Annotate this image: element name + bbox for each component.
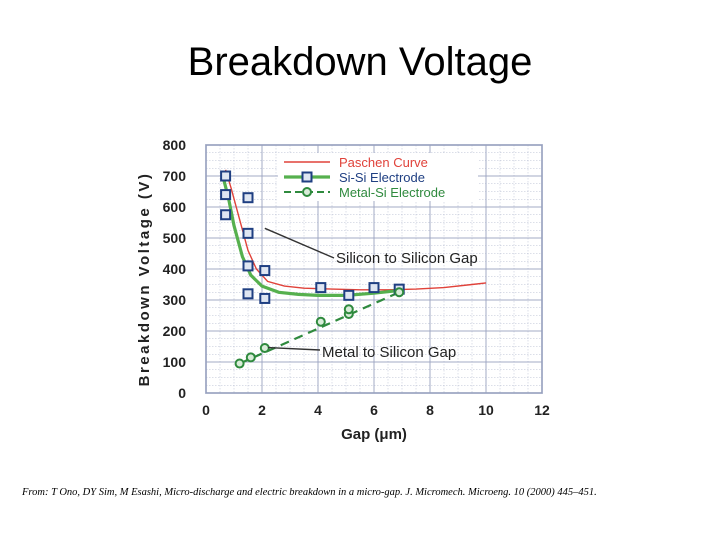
si-si-data-point: [368, 282, 380, 294]
si-si-data-point: [259, 292, 271, 304]
y-tick-label: 200: [163, 323, 187, 339]
si-si-data-point: [315, 282, 327, 294]
legend-paschen-label: Paschen Curve: [339, 155, 428, 170]
si-si-data-point: [343, 289, 355, 301]
y-tick-label: 300: [163, 292, 187, 308]
x-tick-label: 0: [202, 402, 210, 418]
legend-metal-si-label: Metal-Si Electrode: [339, 185, 445, 200]
y-tick-label: 400: [163, 261, 187, 277]
y-tick-label: 100: [163, 354, 187, 370]
y-axis-title: Breakdown Voltage (V): [136, 172, 153, 387]
annotation-metal-si-arrow: [267, 346, 321, 351]
si-si-data-point: [242, 227, 254, 239]
si-si-data-point: [242, 192, 254, 204]
x-axis-title: Gap (μm): [341, 426, 407, 443]
annotation-metal-si-label: Metal to Silicon Gap: [322, 344, 456, 361]
si-si-data-point: [242, 288, 254, 300]
breakdown-voltage-chart: 0 2 4 6 8 10 12 0 100 200 300 400 500 600 700 800 Pasch…: [136, 137, 550, 443]
legend-si-si-marker: [301, 171, 313, 183]
y-tick-label: 800: [163, 137, 187, 153]
legend-metal-si-marker: [302, 187, 312, 197]
si-si-data-point: [220, 170, 232, 182]
si-si-data-point: [242, 260, 254, 272]
x-tick-label: 4: [314, 402, 322, 418]
x-tick-label: 8: [426, 402, 434, 418]
y-tick-label: 600: [163, 199, 187, 215]
annotation-si-si-label: Silicon to Silicon Gap: [336, 250, 478, 267]
chart-legend: Paschen Curve Si-Si Electrode Metal-Si E…: [278, 153, 478, 201]
si-si-data-point: [220, 209, 232, 221]
metal-si-data-point: [259, 343, 270, 354]
legend-si-si-label: Si-Si Electrode: [339, 170, 425, 185]
si-si-data-point: [220, 189, 232, 201]
x-tick-label: 6: [370, 402, 378, 418]
annotation-si-si-arrow: [264, 227, 335, 259]
metal-si-data-point: [234, 358, 245, 369]
x-tick-label: 2: [258, 402, 266, 418]
x-tick-label: 10: [478, 402, 494, 418]
metal-si-data-point: [394, 287, 405, 298]
metal-si-data-point: [315, 316, 326, 327]
y-tick-label: 700: [163, 168, 187, 184]
metal-si-data-point: [343, 304, 354, 315]
x-tick-label: 12: [534, 402, 550, 418]
citation-text: From: T Ono, DY Sim, M Esashi, Micro-dis…: [22, 487, 597, 498]
si-si-data-point: [259, 265, 271, 277]
metal-si-data-point: [245, 352, 256, 363]
point-layer: [220, 170, 405, 369]
y-tick-label: 500: [163, 230, 187, 246]
annotation-layer: Silicon to Silicon Gap Metal to Silicon …: [264, 227, 478, 361]
tick-layer: 0 2 4 6 8 10 12 0 100 200 300 400 500 600 700 800: [163, 137, 550, 418]
y-tick-label: 0: [178, 385, 186, 401]
paschen-curve-line: [224, 169, 487, 291]
page-title: Breakdown Voltage: [187, 40, 533, 84]
